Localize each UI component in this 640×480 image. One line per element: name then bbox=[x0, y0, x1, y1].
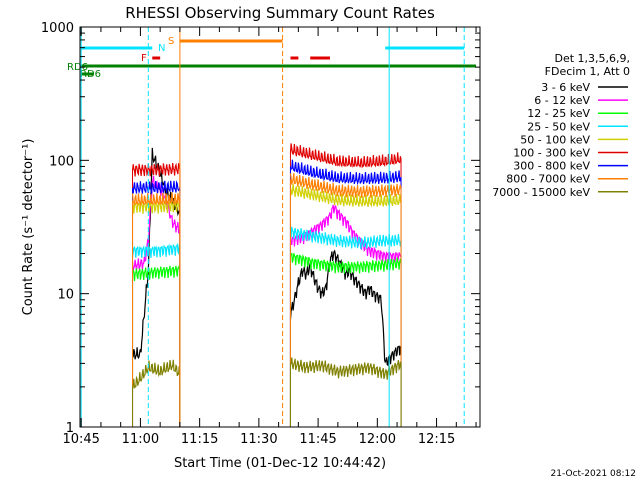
legend-label: 50 - 100 keV bbox=[520, 133, 590, 146]
series-line bbox=[289, 143, 402, 169]
legend-label: 25 - 50 keV bbox=[527, 120, 590, 133]
series-line bbox=[289, 249, 402, 367]
legend-label: 3 - 6 keV bbox=[541, 81, 590, 94]
y-tick-label: 100 bbox=[49, 154, 74, 169]
flag-label: S bbox=[168, 36, 174, 47]
flag-label: RD6 bbox=[67, 62, 88, 73]
series-line bbox=[131, 265, 181, 281]
x-tick-label: 12:00 bbox=[359, 432, 396, 447]
series-line bbox=[289, 226, 402, 250]
series-line bbox=[131, 192, 181, 207]
x-tick-label: 11:30 bbox=[240, 432, 277, 447]
legend-label: 300 - 800 keV bbox=[513, 160, 590, 173]
series-line bbox=[289, 173, 402, 198]
y-tick-label: 1 bbox=[66, 421, 74, 436]
timestamp: 21-Oct-2021 08:12 bbox=[551, 469, 636, 479]
series-line bbox=[289, 183, 402, 208]
legend-label: 7000 - 15000 keV bbox=[492, 186, 590, 199]
series-line bbox=[289, 252, 402, 274]
series-line bbox=[131, 242, 181, 259]
plot-frame bbox=[79, 26, 481, 428]
y-tick-label: 1000 bbox=[41, 21, 74, 36]
x-tick-label: 11:00 bbox=[122, 432, 159, 447]
series-line bbox=[289, 159, 402, 186]
y-axis-label: Count Rate (s⁻¹ detector⁻¹) bbox=[21, 139, 36, 316]
chart-title: RHESSI Observing Summary Count Rates bbox=[125, 4, 435, 22]
legend-label: 6 - 12 keV bbox=[534, 94, 590, 107]
legend-header: Det 1,3,5,6,9, bbox=[554, 52, 630, 65]
series-line bbox=[131, 162, 181, 177]
series-line bbox=[131, 359, 181, 390]
axes-layer: 1 10 100 1000 10:45 11:00 11:15 11:30 11:45 12:00… bbox=[41, 21, 480, 447]
flag-label: F bbox=[141, 53, 147, 64]
x-tick-label: 11:45 bbox=[299, 432, 336, 447]
flag-label: N bbox=[158, 43, 165, 54]
x-tick-label: 12:15 bbox=[418, 432, 455, 447]
series-line bbox=[131, 180, 181, 195]
legend-label: 100 - 300 keV bbox=[513, 147, 590, 160]
y-tick-label: 10 bbox=[57, 288, 74, 303]
x-axis-label: Start Time (01-Dec-12 10:44:42) bbox=[174, 456, 386, 471]
legend-header: FDecim 1, Att 0 bbox=[545, 65, 630, 78]
x-tick-label: 11:15 bbox=[181, 432, 218, 447]
vlines-layer bbox=[80, 27, 465, 427]
series-line bbox=[290, 357, 402, 380]
x-tick-label: 10:45 bbox=[62, 432, 99, 447]
legend: Det 1,3,5,6,9,FDecim 1, Att 0 3 - 6 keV6 … bbox=[492, 52, 630, 199]
legend-label: 800 - 7000 keV bbox=[506, 173, 590, 186]
legend-label: 12 - 25 keV bbox=[527, 107, 590, 120]
flag-label: RD6 bbox=[80, 69, 101, 80]
